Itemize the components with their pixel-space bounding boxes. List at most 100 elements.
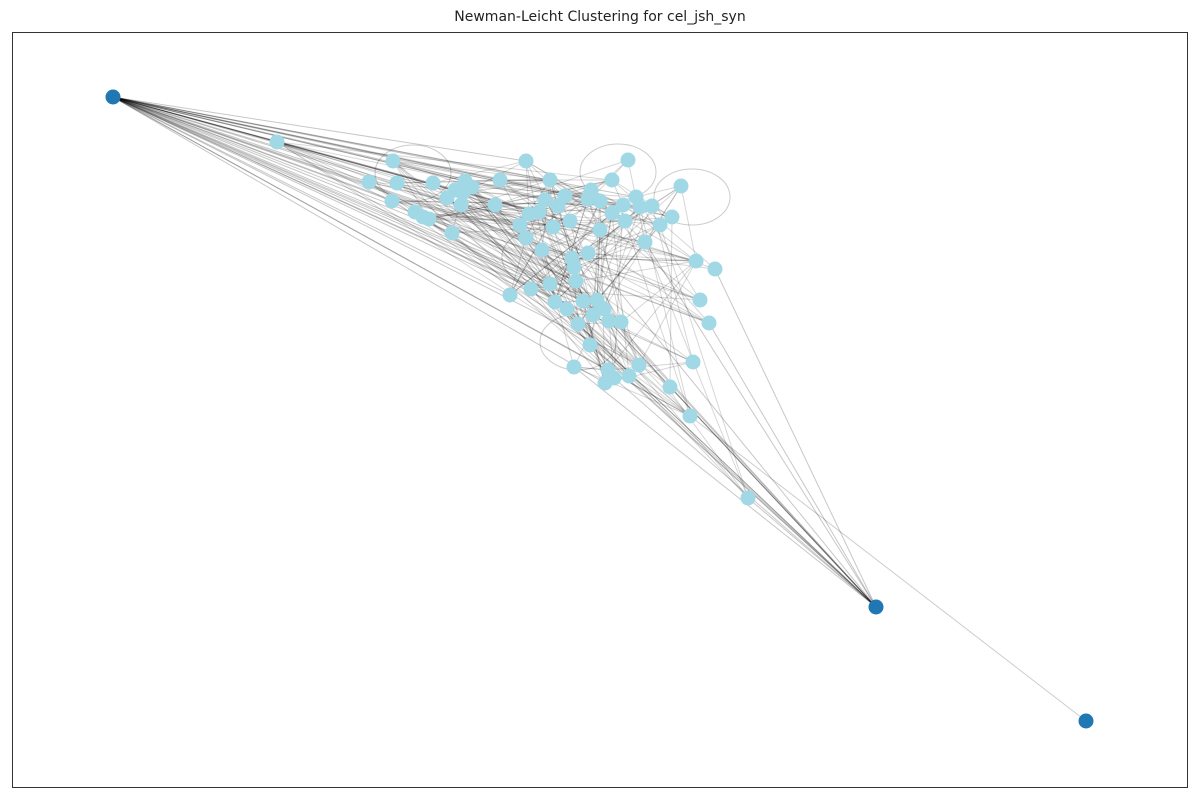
edge bbox=[607, 361, 694, 373]
graph-node bbox=[592, 193, 608, 209]
graph-node bbox=[537, 192, 553, 208]
edge bbox=[635, 196, 701, 301]
edge bbox=[428, 179, 613, 221]
edge bbox=[635, 184, 682, 198]
graph-node bbox=[673, 178, 689, 194]
edge bbox=[620, 260, 697, 323]
edge-to-hub bbox=[708, 322, 877, 608]
graph-node bbox=[692, 292, 708, 308]
edge bbox=[494, 159, 629, 206]
edge bbox=[499, 179, 710, 324]
edge bbox=[460, 204, 630, 377]
graph-node bbox=[580, 245, 596, 261]
graph-node bbox=[604, 172, 620, 188]
graph-node bbox=[740, 490, 756, 506]
edge-to-hub bbox=[112, 96, 598, 301]
edge bbox=[464, 178, 551, 184]
graph-node bbox=[531, 204, 547, 220]
edge bbox=[414, 211, 532, 290]
graph-node bbox=[592, 222, 608, 238]
edge bbox=[509, 204, 624, 296]
edge bbox=[525, 189, 592, 239]
edge bbox=[471, 184, 637, 198]
graph-node bbox=[621, 368, 637, 384]
edge bbox=[607, 369, 691, 417]
edge-to-hub bbox=[112, 96, 575, 268]
graph-node bbox=[439, 190, 455, 206]
edge bbox=[471, 186, 671, 388]
graph-node bbox=[542, 276, 558, 292]
graph-node bbox=[585, 307, 601, 323]
edge-to-hub bbox=[112, 95, 466, 182]
graph-node bbox=[582, 337, 598, 353]
edge bbox=[573, 241, 646, 268]
edge bbox=[549, 224, 661, 285]
graph-node bbox=[389, 175, 405, 191]
edge bbox=[471, 179, 551, 190]
edge bbox=[644, 185, 682, 243]
edge-to-hub bbox=[112, 96, 393, 202]
graph-node bbox=[596, 301, 612, 317]
node-layer bbox=[105, 89, 1094, 729]
graph-node bbox=[701, 315, 717, 331]
edge bbox=[454, 189, 605, 310]
graph-node bbox=[568, 273, 584, 289]
edge bbox=[667, 216, 673, 388]
edge bbox=[628, 375, 691, 417]
graph-node bbox=[542, 172, 558, 188]
graph-node bbox=[575, 293, 591, 309]
edge-to-hub bbox=[112, 96, 584, 302]
edge bbox=[276, 140, 613, 181]
edge bbox=[611, 204, 624, 379]
self-loop-edge bbox=[653, 168, 731, 226]
edge bbox=[432, 159, 527, 184]
graph-node bbox=[269, 134, 285, 150]
graph-node bbox=[652, 217, 668, 233]
edge bbox=[525, 237, 551, 285]
edge-to-hub bbox=[112, 96, 511, 296]
edge bbox=[659, 224, 749, 499]
edge bbox=[414, 211, 554, 229]
edge bbox=[596, 229, 603, 301]
self-loop-edge bbox=[374, 144, 452, 202]
edge bbox=[549, 179, 701, 301]
edge-to-hub bbox=[112, 96, 609, 371]
edge bbox=[451, 224, 554, 234]
graph-node bbox=[682, 408, 698, 424]
edge bbox=[422, 216, 701, 301]
graph-node bbox=[425, 175, 441, 191]
edge-to-hub bbox=[628, 375, 877, 608]
edge bbox=[392, 160, 609, 371]
edge bbox=[454, 189, 749, 499]
graph-node bbox=[664, 209, 680, 225]
edge bbox=[451, 232, 584, 302]
edge bbox=[446, 197, 605, 310]
edge bbox=[624, 220, 691, 417]
edge-to-hub bbox=[112, 95, 566, 197]
edge-to-hub bbox=[112, 96, 691, 417]
edge bbox=[464, 180, 601, 203]
edge bbox=[607, 260, 697, 371]
edge-to-hub bbox=[112, 95, 592, 191]
edge-to-hub bbox=[112, 95, 624, 206]
graph-node bbox=[613, 314, 629, 330]
edge-to-hub bbox=[603, 308, 877, 608]
graph-node bbox=[523, 281, 539, 297]
edge bbox=[587, 224, 661, 254]
edge-to-hub bbox=[112, 96, 640, 366]
edge bbox=[428, 178, 613, 220]
edge bbox=[414, 211, 577, 282]
edge-to-hub bbox=[589, 344, 877, 608]
graph-node bbox=[644, 198, 660, 214]
graph-node bbox=[597, 375, 613, 391]
edge bbox=[392, 160, 453, 234]
edge bbox=[523, 160, 530, 215]
edge bbox=[509, 237, 528, 296]
edge bbox=[596, 229, 603, 301]
edge-to-hub bbox=[112, 96, 551, 285]
edge bbox=[554, 198, 589, 303]
edge bbox=[451, 232, 615, 379]
edge-to-hub bbox=[112, 95, 464, 194]
edge bbox=[680, 185, 698, 262]
graph-node bbox=[615, 197, 631, 213]
